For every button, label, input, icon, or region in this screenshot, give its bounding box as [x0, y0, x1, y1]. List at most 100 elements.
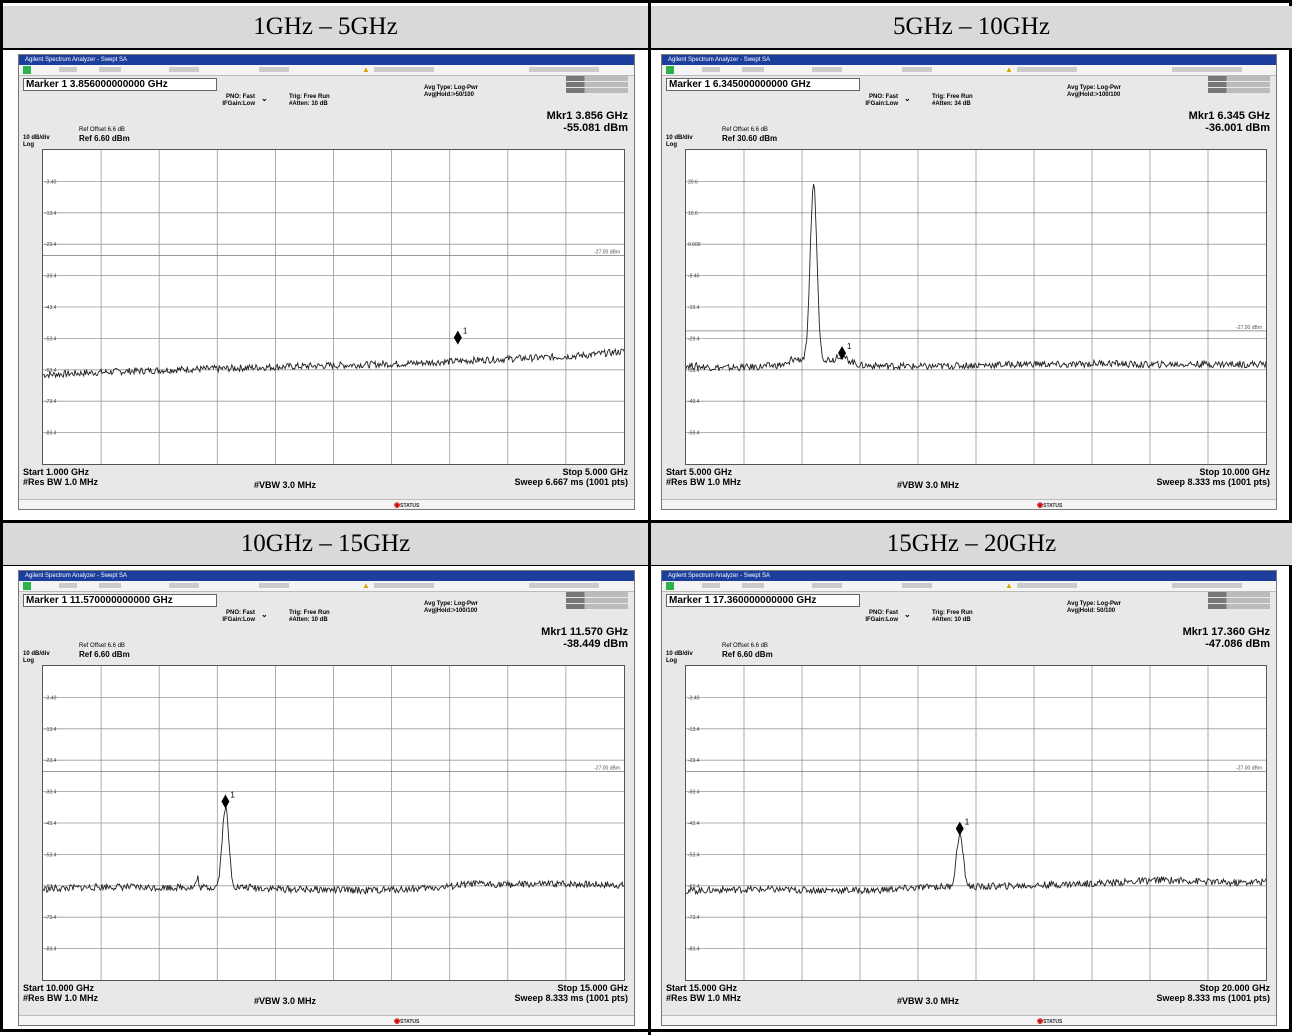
header-1-5ghz: 1GHz – 5GHz [3, 6, 648, 48]
marker-1-diamond[interactable] [453, 330, 462, 345]
y-axis-tick-label: -73.4 [45, 399, 57, 405]
y-axis-tick-label: -9.40 [688, 274, 700, 280]
ref-level-label: Ref 6.60 dBm [79, 650, 130, 659]
spectrum-trace [43, 805, 624, 895]
video-bandwidth: #VBW 3.0 MHz [897, 480, 960, 490]
resolution-bandwidth: #Res BW 1.0 MHz [666, 477, 742, 487]
y-axis-tick-label: -43.4 [45, 821, 57, 827]
toolbar: ▲ [662, 581, 1276, 592]
y-axis-tick-label: -83.4 [45, 431, 57, 437]
marker-frequency-box[interactable]: Marker 1 6.345000000000 GHz [666, 78, 860, 91]
sweep-time: Sweep 8.333 ms (1001 pts) [1156, 477, 1270, 487]
log-label: Log [23, 142, 34, 148]
status-green-icon [666, 582, 674, 590]
y-axis-tick-label: -3.40 [45, 695, 57, 701]
toolbar: ▲ [19, 581, 634, 592]
marker-readout-amplitude: -36.001 dBm [1205, 122, 1270, 134]
ifgain-label: IFGain:Low [222, 617, 255, 623]
row-divider [3, 520, 1292, 523]
marker-frequency-box[interactable]: Marker 1 11.570000000000 GHz [23, 594, 217, 607]
trace-indicator [566, 591, 628, 609]
y-axis-tick-label: -23.4 [688, 758, 700, 764]
limit-line-label: -27.00 dBm [594, 250, 620, 256]
ref-offset-label: Ref Offset 6.6 dB [79, 643, 125, 649]
y-axis-tick-label: -23.4 [45, 758, 57, 764]
start-frequency: Start 1.000 GHz [23, 467, 90, 477]
spectrum-analyzer-screen-4: Agilent Spectrum Analyzer - Swept SA ▲ M… [661, 570, 1277, 1026]
dropdown-icon[interactable]: ⌄ [261, 94, 268, 103]
status-green-icon [23, 582, 31, 590]
y-axis-tick-label: -33.4 [688, 790, 700, 796]
y-axis-tick-label: 20.6 [688, 179, 698, 185]
spectrum-analyzer-screen-2: Agilent Spectrum Analyzer - Swept SA ▲ M… [661, 54, 1277, 510]
sweep-time: Sweep 8.333 ms (1001 pts) [1156, 993, 1270, 1003]
trace-indicator [1208, 75, 1270, 93]
scale-label: 10 dB/div [23, 135, 50, 141]
pno-label: PNO: Fast [225, 610, 255, 616]
y-axis-tick-label: -63.4 [45, 368, 57, 374]
y-axis-tick-label: -59.4 [688, 431, 700, 437]
status-green-icon [23, 66, 31, 74]
marker-1-diamond[interactable] [221, 794, 230, 809]
y-axis-tick-label: -19.4 [688, 305, 700, 311]
window-title-bar: Agilent Spectrum Analyzer - Swept SA [19, 55, 634, 65]
scale-label: 10 dB/div [666, 135, 693, 141]
warning-icon: ▲ [1005, 581, 1013, 590]
atten-label: #Atten: 34 dB [932, 101, 971, 107]
y-axis-tick-label: -73.4 [45, 915, 57, 921]
marker-1-number: 1 [230, 790, 235, 799]
spectrum-trace [686, 184, 1266, 372]
toolbar: ▲ [19, 65, 634, 76]
video-bandwidth: #VBW 3.0 MHz [897, 996, 960, 1006]
marker-1-diamond[interactable] [838, 346, 847, 361]
y-axis-tick-label: -63.4 [688, 884, 700, 890]
status-bar [19, 499, 634, 509]
start-frequency: Start 10.000 GHz [23, 983, 95, 993]
marker-frequency-box[interactable]: Marker 1 3.856000000000 GHz [23, 78, 217, 91]
y-axis-tick-label: -33.4 [45, 790, 57, 796]
header-10-15ghz: 10GHz – 15GHz [3, 523, 648, 565]
keysight-logo: ◉STATUS [394, 1018, 420, 1025]
marker-readout-amplitude: -38.449 dBm [563, 638, 628, 650]
keysight-logo: ◉STATUS [1037, 502, 1063, 509]
y-axis-tick-label: -53.4 [45, 852, 57, 858]
dropdown-icon[interactable]: ⌄ [261, 610, 268, 619]
keysight-logo: ◉STATUS [1037, 1018, 1063, 1025]
spectrum-plot-svg: -27.00 dBm 1 20.6 10.6 0.600 -9.40 -19.4 -29.4 -… [686, 150, 1266, 464]
stop-frequency: Stop 5.000 GHz [562, 467, 628, 477]
avg-hold-label: Avg|Hold:>100/100 [1067, 92, 1121, 98]
marker-readout-amplitude: -55.081 dBm [563, 122, 628, 134]
y-axis-tick-label: -43.4 [45, 305, 57, 311]
spectrum-plot: -27.00 dBm 1 20.6 10.6 0.600 -9.40 -19.4 -29.4 -… [685, 149, 1267, 465]
marker-frequency-box[interactable]: Marker 1 17.360000000000 GHz [666, 594, 860, 607]
trace-indicator [566, 75, 628, 93]
y-axis-tick-label: -33.4 [45, 274, 57, 280]
marker-1-number: 1 [965, 818, 970, 827]
atten-label: #Atten: 10 dB [932, 617, 971, 623]
warning-icon: ▲ [362, 65, 370, 74]
y-axis-tick-label: -83.4 [688, 947, 700, 953]
limit-line-label: -27.00 dBm [1236, 766, 1262, 772]
marker-readout-frequency: Mkr1 6.345 GHz [1188, 110, 1270, 122]
marker-readout: Mkr1 17.360 GHz -47.086 dBm [1183, 626, 1270, 650]
ref-offset-label: Ref Offset 6.6 dB [722, 643, 768, 649]
dropdown-icon[interactable]: ⌄ [904, 610, 911, 619]
resolution-bandwidth: #Res BW 1.0 MHz [666, 993, 742, 1003]
resolution-bandwidth: #Res BW 1.0 MHz [23, 477, 99, 487]
resolution-bandwidth: #Res BW 1.0 MHz [23, 993, 99, 1003]
spectrum-plot-svg: -27.00 dBm 1 -3.40 -13.4 -23.4 -33.4 -43.4 -53.… [43, 150, 624, 464]
warning-icon: ▲ [362, 581, 370, 590]
avg-type-label: Avg Type: Log-Pwr [1067, 85, 1121, 91]
spectrum-plot: -27.00 dBm 1 -3.40 -13.4 -23.4 -33.4 -43.4 -53.… [685, 665, 1267, 981]
pno-label: PNO: Fast [225, 94, 255, 100]
dropdown-icon[interactable]: ⌄ [904, 94, 911, 103]
limit-line-label: -27.00 dBm [1236, 325, 1262, 331]
spectrum-plot-svg: -27.00 dBm 1 -3.40 -13.4 -23.4 -33.4 -43.4 -53.… [43, 666, 624, 980]
spectrum-plot: -27.00 dBm 1 -3.40 -13.4 -23.4 -33.4 -43.4 -53.… [42, 149, 625, 465]
ref-level-label: Ref 30.60 dBm [722, 134, 778, 143]
marker-1-diamond[interactable] [955, 821, 964, 836]
log-label: Log [666, 658, 677, 664]
marker-readout: Mkr1 11.570 GHz -38.449 dBm [541, 626, 628, 650]
y-axis-tick-label: 0.600 [688, 242, 701, 248]
y-axis-tick-label: -29.4 [688, 336, 700, 342]
